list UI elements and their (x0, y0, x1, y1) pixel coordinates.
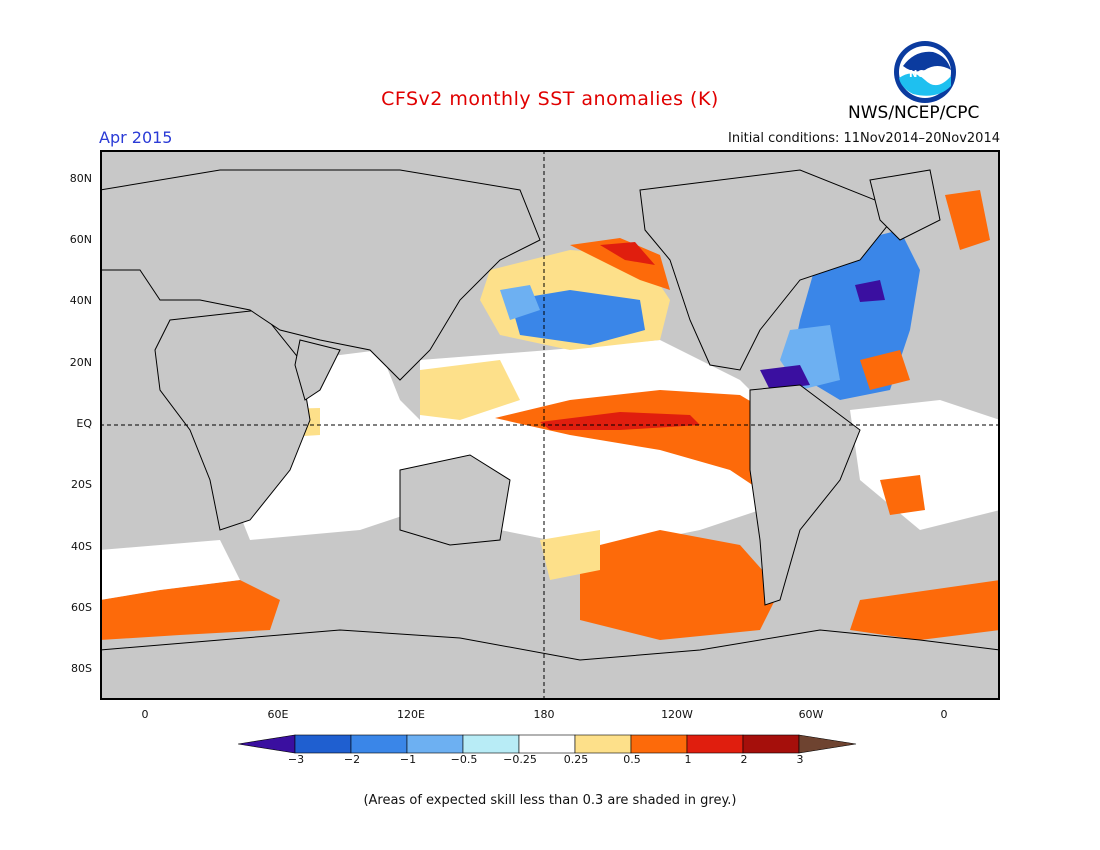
continent-eurasia (100, 169, 541, 381)
lon-label-60e: 60E (267, 708, 289, 721)
colorbar-swatch (574, 734, 632, 754)
colorbar-max-triangle (798, 734, 857, 754)
colorbar-swatch (350, 734, 408, 754)
continent-india (294, 339, 341, 401)
initial-conditions-label: Initial conditions: 11Nov2014–20Nov2014 (728, 131, 1000, 146)
colorbar-swatch (742, 734, 800, 754)
lon-label-120e: 120E (397, 708, 425, 721)
colorbar-label: 0.5 (623, 753, 641, 766)
colorbar-label: −2 (343, 753, 361, 766)
lat-label-40n: 40N (69, 294, 92, 307)
subtropical-atlantic-warm-patch (860, 350, 910, 390)
colorbar-label: −1 (399, 753, 417, 766)
gulf-of-alaska-core (600, 242, 655, 265)
colorbar-swatch (630, 734, 688, 754)
north-pacific-cold-pool (510, 290, 645, 345)
gulf-of-alaska-warm-blob (570, 238, 670, 290)
colorbar-swatch (294, 734, 352, 754)
agency-label: NWS/NCEP/CPC (848, 103, 980, 123)
noaa-logo-text: NOAA (909, 69, 941, 80)
south-atlantic-warm-patch (880, 475, 925, 515)
colorbar-swatch (518, 734, 576, 754)
lat-label-eq: EQ (76, 417, 92, 430)
continent-outlines (100, 169, 1000, 700)
lat-label-80s: 80S (71, 662, 92, 675)
lat-label-20n: 20N (69, 356, 92, 369)
colorbar (238, 734, 857, 754)
lon-label-60w: 60W (798, 708, 824, 721)
colorbar-label: −0.25 (503, 753, 537, 766)
south-pacific-warm-edge (540, 530, 600, 580)
midlatitude-atlantic-cold-core (855, 280, 885, 302)
lat-label-60s: 60S (71, 601, 92, 614)
southern-ocean-neutral-west (100, 540, 240, 600)
colorbar-label: −0.5 (450, 753, 478, 766)
noaa-logo-icon: NOAA (894, 41, 956, 103)
continent-antarctica (100, 629, 1000, 700)
lon-label-120w: 120W (661, 708, 693, 721)
continent-south-america (749, 384, 861, 606)
colorbar-label: 3 (796, 753, 804, 766)
lat-label-80n: 80N (69, 172, 92, 185)
lon-label-180: 180 (533, 708, 555, 721)
map-frame (100, 150, 1000, 700)
southern-ocean-warm-belt-east (850, 580, 1000, 640)
sst-anomaly-map (100, 150, 1000, 700)
lat-label-40s: 40S (71, 540, 92, 553)
lat-label-60n: 60N (69, 233, 92, 246)
southern-ocean-warm-belt-west (100, 580, 280, 640)
colorbar-min-triangle (238, 734, 296, 754)
north-pacific-cold-edge (500, 285, 540, 320)
continent-africa (154, 309, 311, 531)
colorbar-label: −3 (287, 753, 305, 766)
south-pacific-warm-region (580, 530, 780, 640)
skill-footnote: (Areas of expected skill less than 0.3 a… (363, 793, 737, 808)
caribbean-cold-core (760, 365, 810, 390)
continent-greenland (869, 169, 941, 241)
west-pacific-warm-patch (420, 360, 520, 420)
target-month-label: Apr 2015 (99, 128, 173, 147)
colorbar-label: 1 (684, 753, 692, 766)
lon-label-0-east: 0 (940, 708, 948, 721)
lon-label-0-west: 0 (141, 708, 149, 721)
colorbar-swatch (462, 734, 520, 754)
lat-label-20s: 20S (71, 478, 92, 491)
colorbar-swatch (686, 734, 744, 754)
colorbar-label: 2 (740, 753, 748, 766)
nordic-seas-warm-patch (945, 190, 990, 250)
continent-australia (399, 454, 511, 546)
map-title: CFSv2 monthly SST anomalies (K) (381, 88, 719, 110)
colorbar-swatch (406, 734, 464, 754)
el-nino-warm-tongue (495, 390, 770, 490)
colorbar-label: 0.25 (563, 753, 589, 766)
